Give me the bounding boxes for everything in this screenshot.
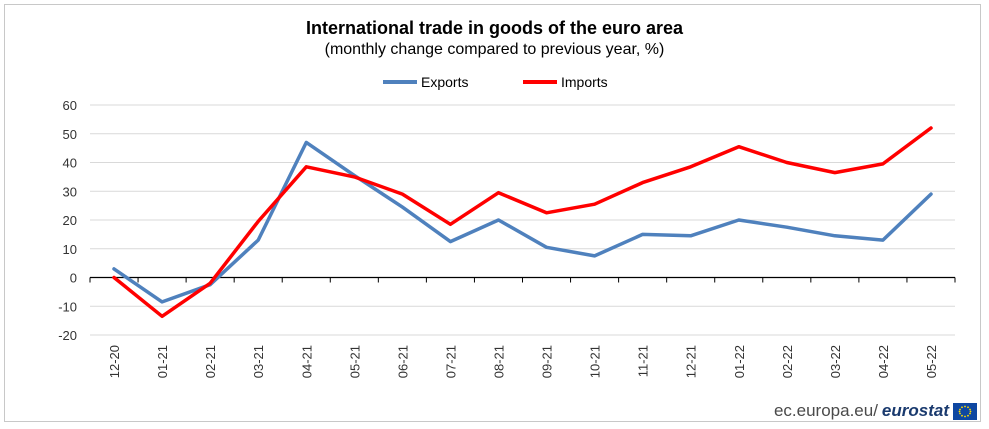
y-tick-label: 0 — [70, 271, 77, 286]
x-tick-label: 09-21 — [540, 345, 555, 378]
y-tick-label: 10 — [63, 242, 77, 257]
y-tick-label: 50 — [63, 127, 77, 142]
y-tick-label: -10 — [58, 299, 77, 314]
x-tick-label: 01-21 — [155, 345, 170, 378]
grid-lines — [90, 104, 955, 336]
x-axis-ticks: 12-20 01-21 02-21 03-21 04-21 05-21 06-21 07-21… — [89, 277, 956, 378]
series-line-exports — [112, 140, 933, 304]
legend-label-exports: Exports — [421, 74, 468, 90]
y-tick-label: 20 — [63, 213, 77, 228]
legend: Exports Imports — [383, 74, 608, 90]
x-tick-label: 11-21 — [636, 345, 651, 377]
y-tick-label: 60 — [63, 98, 77, 113]
x-tick-label: 12-21 — [684, 345, 699, 378]
x-tick-label: 06-21 — [395, 345, 410, 378]
x-tick-label: 01-22 — [732, 345, 747, 378]
x-tick-label: 10-21 — [588, 345, 603, 378]
eu-flag-icon — [953, 402, 977, 420]
y-tick-label: 30 — [63, 184, 77, 199]
legend-label-imports: Imports — [561, 74, 608, 90]
chart-title: International trade in goods of the euro… — [305, 18, 684, 38]
footer-logo: ec.europa.eu/ eurostat — [774, 401, 977, 421]
x-tick-label: 07-21 — [443, 345, 458, 378]
x-tick-label: 04-22 — [876, 345, 891, 378]
x-tick-label: 02-22 — [780, 345, 795, 378]
x-tick-label: 05-21 — [347, 345, 362, 378]
footer-url: ec.europa.eu/ — [773, 401, 878, 420]
series-line-imports — [112, 126, 933, 319]
footer-brand: eurostat — [881, 401, 949, 420]
x-tick-label: 05-22 — [924, 345, 939, 378]
x-tick-label: 08-21 — [491, 345, 506, 378]
series-lines — [112, 126, 933, 319]
x-tick-label: 04-21 — [299, 345, 314, 378]
x-tick-label: 02-21 — [203, 345, 218, 378]
x-tick-label: 12-20 — [107, 345, 122, 378]
y-tick-label: -20 — [58, 328, 77, 343]
x-tick-label: 03-22 — [828, 345, 843, 378]
y-tick-label: 40 — [63, 156, 77, 171]
chart-frame — [4, 4, 981, 422]
y-axis-ticks: 60 50 40 30 20 10 0 -10 -20 — [58, 98, 77, 343]
chart-subtitle: (monthly change compared to previous yea… — [324, 41, 665, 58]
x-tick-label: 03-21 — [251, 345, 266, 378]
